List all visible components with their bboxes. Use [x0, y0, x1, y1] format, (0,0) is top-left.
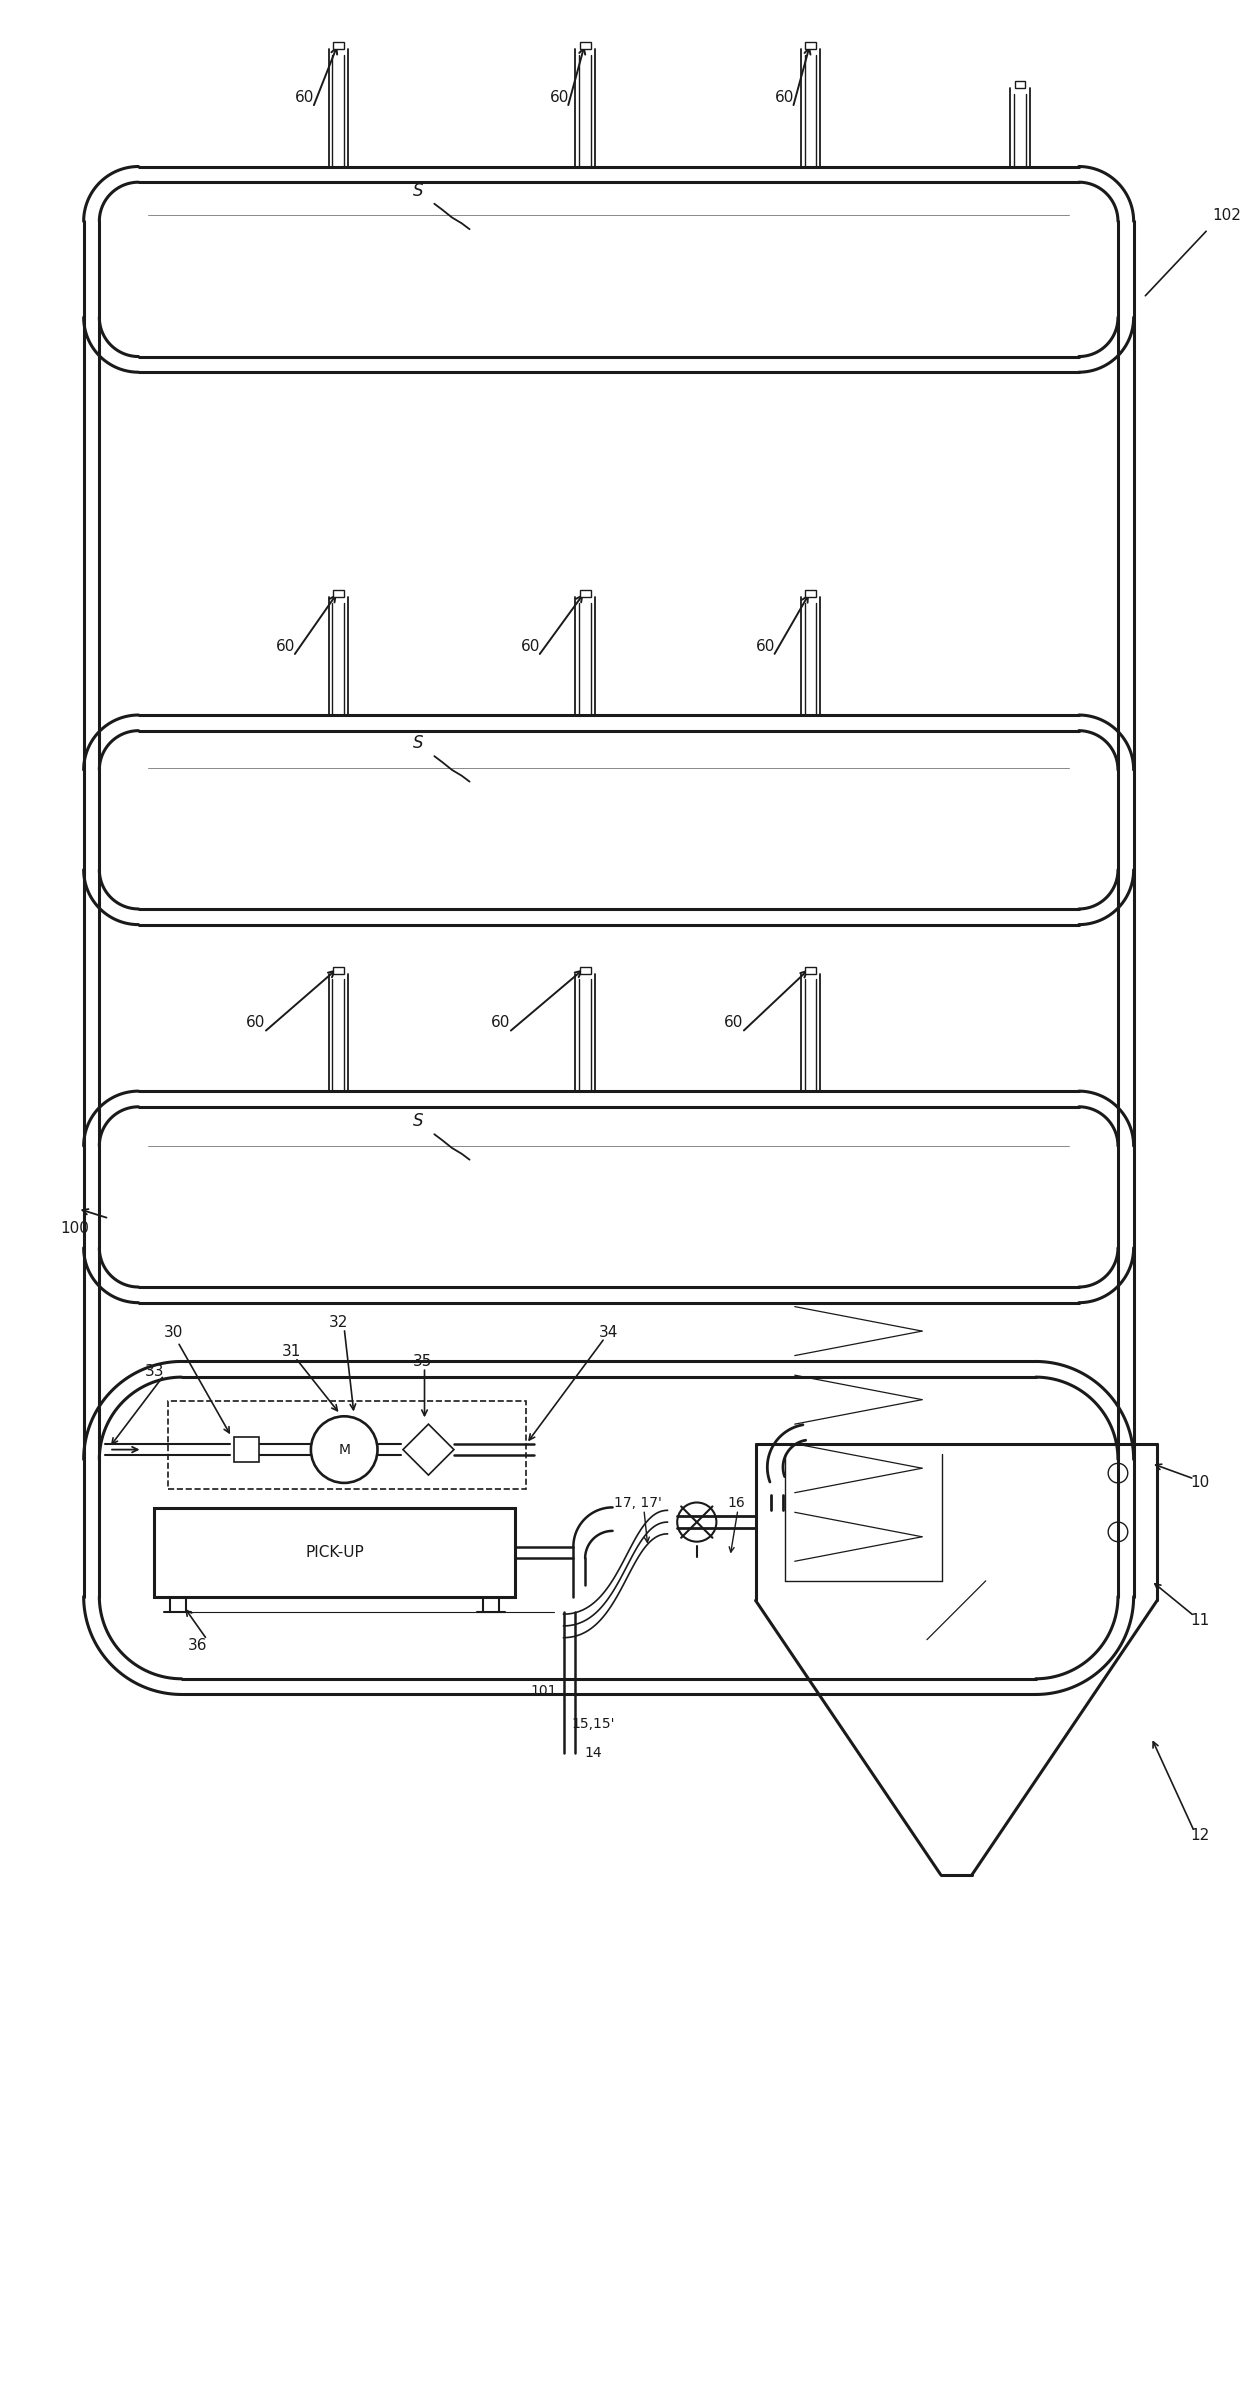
Text: 14: 14 [584, 1746, 601, 1760]
Bar [580, 591, 590, 599]
Text: 30: 30 [164, 1324, 184, 1340]
Text: M: M [339, 1443, 350, 1457]
Text: 101: 101 [531, 1684, 557, 1698]
Bar [233, 1436, 259, 1462]
Text: 32: 32 [329, 1314, 348, 1331]
Text: S: S [413, 181, 423, 200]
Text: 60: 60 [521, 639, 539, 653]
Text: 36: 36 [187, 1638, 207, 1653]
Text: 11: 11 [1190, 1612, 1210, 1627]
Text: S: S [413, 1111, 423, 1130]
Text: 10: 10 [1190, 1476, 1210, 1491]
Text: 60: 60 [551, 91, 569, 105]
Text: 60: 60 [755, 639, 775, 653]
Text: 15,15': 15,15' [572, 1717, 615, 1732]
Bar [805, 591, 816, 599]
Text: 33: 33 [144, 1364, 164, 1379]
Text: 12: 12 [1190, 1827, 1210, 1844]
Text: 16: 16 [727, 1495, 745, 1510]
Text: 60: 60 [295, 91, 315, 105]
Text: 31: 31 [281, 1345, 301, 1359]
Text: PICK-UP: PICK-UP [305, 1545, 363, 1560]
Polygon shape [403, 1424, 454, 1474]
Bar [167, 1400, 526, 1488]
Bar [332, 43, 343, 50]
Text: S: S [413, 735, 423, 751]
Text: 100: 100 [61, 1221, 89, 1235]
Bar [580, 43, 590, 50]
Text: 102: 102 [1211, 207, 1240, 224]
Text: 34: 34 [599, 1324, 619, 1340]
Text: 35: 35 [413, 1355, 433, 1369]
Bar [332, 591, 343, 599]
Text: 60: 60 [491, 1016, 511, 1030]
Text: 17, 17': 17, 17' [614, 1495, 662, 1510]
Bar [154, 1507, 515, 1596]
Bar [1014, 81, 1025, 88]
Bar [580, 966, 590, 973]
Bar [805, 966, 816, 973]
Bar [805, 43, 816, 50]
Text: 60: 60 [275, 639, 295, 653]
Text: 60: 60 [247, 1016, 265, 1030]
Text: 60: 60 [775, 91, 795, 105]
Bar [332, 966, 343, 973]
Text: 60: 60 [724, 1016, 744, 1030]
